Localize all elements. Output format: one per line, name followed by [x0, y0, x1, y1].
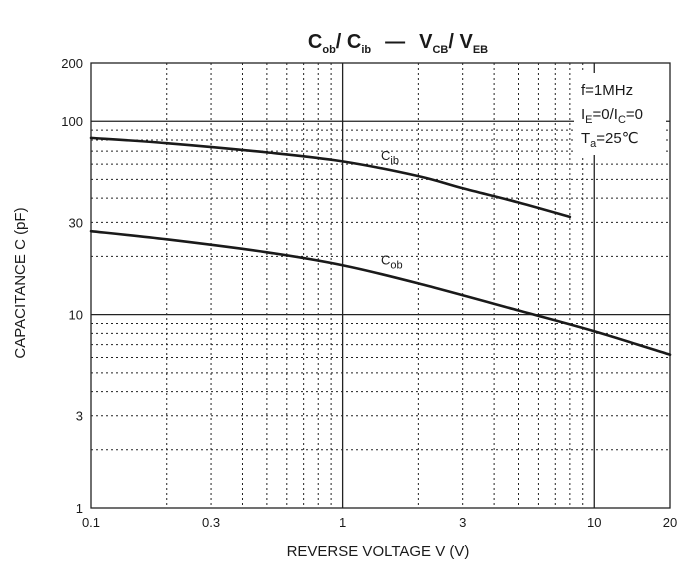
y-tick-label: 3 [76, 409, 83, 424]
condition-temperature: Ta=25℃ [581, 130, 639, 150]
y-tick-label: 100 [61, 114, 83, 129]
plot-frame [90, 62, 671, 509]
series-label-Cib: Cib [381, 148, 399, 167]
y-tick-label: 10 [69, 308, 83, 323]
x-tick-label: 0.3 [202, 515, 220, 530]
x-axis-label: REVERSE VOLTAGE V (V) [287, 543, 470, 560]
x-tick-label: 20 [663, 515, 677, 530]
series-label-Cob: Cob [381, 253, 403, 272]
x-tick-label: 3 [459, 515, 466, 530]
condition-frequency: f=1MHz [581, 82, 633, 99]
series-curve-Cob [89, 229, 672, 357]
y-tick-label: 30 [69, 215, 83, 230]
chart-title: Cob/ Cib — VCB/ VEB [308, 31, 488, 56]
y-axis-label: CAPACITANCE C (pF) [12, 207, 29, 358]
x-tick-label: 10 [587, 515, 601, 530]
tick-labels: 0.1 0.3 1 3 10 20 1 3 10 30 100 200 [61, 56, 677, 530]
condition-currents: IE=0/IC=0 [581, 106, 643, 126]
curves: Cib Cob [89, 136, 672, 357]
series-curve-Cib [89, 136, 572, 219]
y-tick-label: 1 [76, 501, 83, 516]
conditions-background [574, 73, 666, 155]
grid [91, 63, 670, 508]
x-tick-label: 0.1 [82, 515, 100, 530]
y-tick-label: 200 [61, 56, 83, 71]
x-tick-label: 1 [339, 515, 346, 530]
